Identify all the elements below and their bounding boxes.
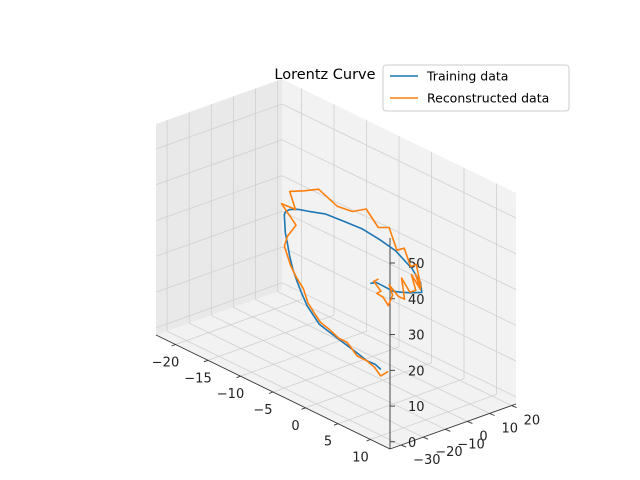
series-line-reconstructed: [280, 188, 422, 377]
grid-line-z-left: [155, 282, 283, 329]
y-axis-line: [389, 403, 517, 450]
x-tick-label: 0: [291, 419, 299, 434]
y-tick-label: 20: [524, 414, 541, 429]
grid-line-x-floor: [337, 378, 465, 425]
x-tick: [301, 407, 306, 410]
legend-frame: [382, 64, 570, 112]
grid-lines: [155, 80, 517, 446]
y-tick: [511, 405, 517, 409]
series-line-training: [283, 208, 423, 370]
x-tick: [268, 391, 274, 394]
y-tick: [489, 413, 495, 416]
z-tick-label: 30: [408, 329, 425, 344]
x-tick: [203, 359, 209, 363]
x-tick: [171, 344, 176, 347]
grid-line-z-back: [281, 175, 517, 290]
grid-line-z-back: [281, 139, 517, 255]
axis-panes: [156, 79, 516, 449]
legend-label-training: Training data: [426, 69, 508, 84]
grid-line-z-back: [281, 103, 517, 219]
grid-line-x-floor: [175, 299, 302, 345]
x-tick-label: 10: [352, 451, 369, 466]
x-tick-label: −20: [152, 356, 179, 371]
grid-line-z-left: [155, 175, 283, 221]
y-tick-label: −20: [435, 445, 462, 460]
z-tick-label: 20: [408, 364, 425, 379]
x-tick: [236, 375, 241, 379]
x-tick: [333, 423, 339, 426]
y-tick-label: 0: [479, 429, 487, 444]
grid-line-z-left: [155, 139, 283, 186]
y-tick: [423, 436, 429, 440]
grid-line-z-left: [155, 210, 283, 257]
x-tick-label: −10: [217, 387, 244, 402]
legend: Training data Reconstructed data: [382, 64, 570, 112]
y-tick-label: 10: [502, 422, 519, 437]
y-tick-label: −10: [457, 437, 484, 452]
y-tick-label: −30: [413, 453, 440, 468]
grid-line-x-floor: [240, 330, 367, 377]
x-tick-label: 5: [324, 435, 332, 450]
grid-line-y-floor: [277, 291, 512, 406]
x-tick-label: −5: [253, 403, 272, 418]
grid-line-z-back: [281, 246, 517, 362]
chart-title: Lorentz Curve: [274, 67, 375, 83]
grid-line-x-floor: [207, 314, 335, 361]
left-pane: [156, 79, 282, 335]
grid-line-y-floor: [233, 307, 468, 422]
grid-line-x-floor: [272, 346, 400, 393]
grid-line-y-floor: [189, 322, 424, 438]
series-layer: [280, 188, 423, 377]
legend-label-reconstructed: Reconstructed data: [427, 91, 549, 106]
y-tick: [445, 428, 451, 432]
grid-line-z-back: [281, 282, 517, 398]
y-tick: [400, 444, 407, 448]
z-tick-label: 10: [408, 400, 425, 415]
y-tick: [467, 420, 473, 424]
grid-line-z-left: [155, 103, 283, 150]
grid-line-y-floor: [166, 330, 402, 446]
grid-line-z-left: [155, 246, 283, 293]
grid-line-y-floor: [255, 299, 490, 414]
grid-line-z-back: [281, 210, 517, 326]
grid-line-x-floor: [370, 394, 497, 440]
z-tick-label: 40: [408, 293, 425, 308]
grid-line-y-floor: [211, 314, 446, 430]
grid-line-x-floor: [305, 362, 432, 409]
x-tick-label: −15: [184, 371, 211, 386]
z-tick-label: 0: [408, 436, 416, 451]
x-tick: [366, 439, 371, 442]
